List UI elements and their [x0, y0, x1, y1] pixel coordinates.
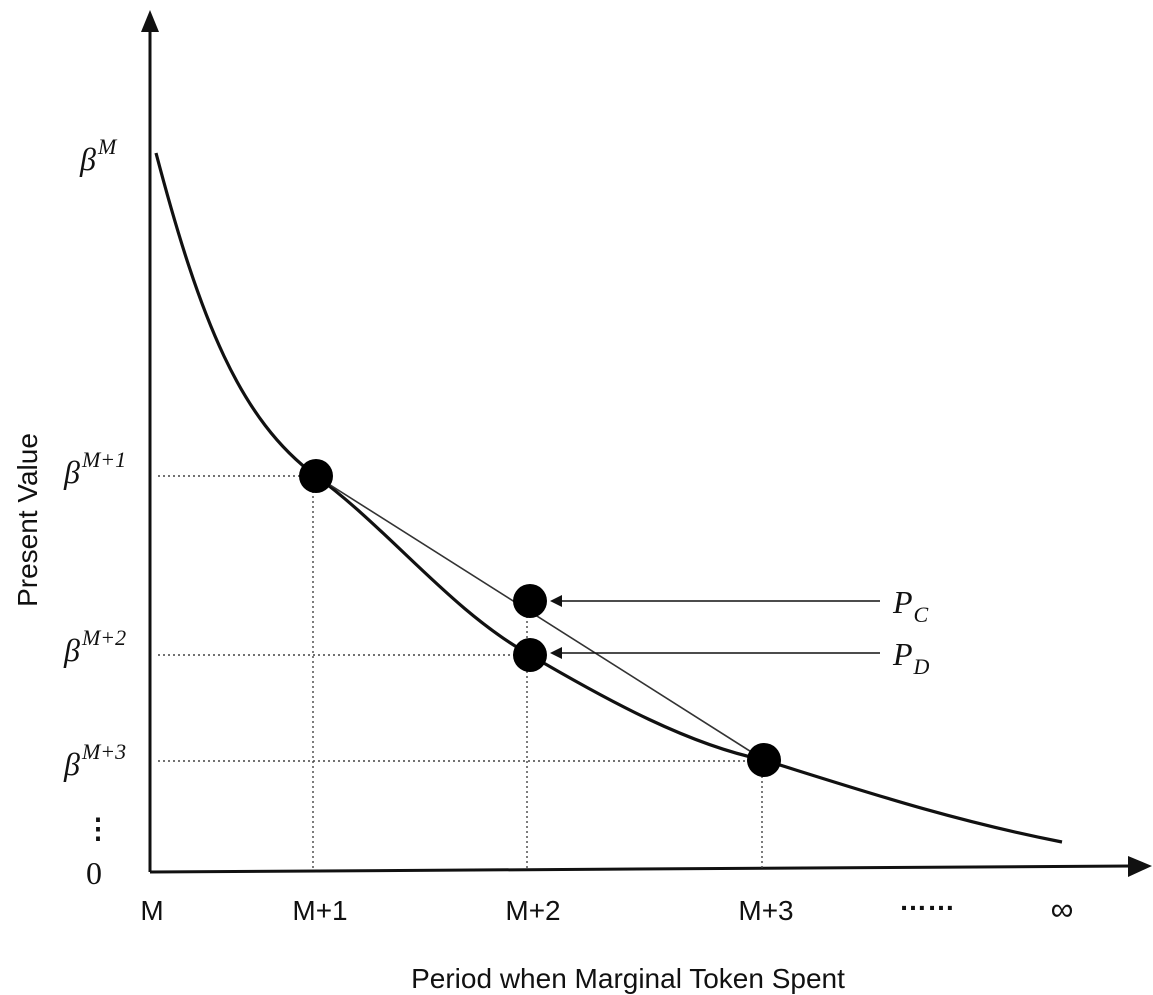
label-pd: PD — [892, 636, 930, 679]
x-tick-m1: M+1 — [292, 895, 347, 926]
x-tick-dots: …… — [899, 885, 955, 916]
y-tick-vdots: ⋮ — [84, 813, 112, 844]
y-axis-arrow — [141, 10, 159, 32]
x-tick-m2: M+2 — [505, 895, 560, 926]
y-tick-beta-m3: βM+3 — [63, 739, 126, 782]
x-axis-arrow — [1128, 856, 1152, 877]
y-tick-zero: 0 — [86, 855, 102, 891]
chord-line — [315, 475, 765, 761]
present-value-curve — [154, 152, 1063, 844]
label-pc: PC — [892, 584, 929, 627]
point-pd — [513, 638, 547, 672]
x-tick-m: M — [140, 895, 163, 926]
point-pc — [513, 584, 547, 618]
point-m3 — [747, 743, 781, 777]
guide-lines — [158, 475, 764, 870]
y-tick-beta-m2: βM+2 — [63, 625, 126, 668]
y-tick-beta-m: βM — [79, 134, 118, 177]
x-axis — [149, 864, 1133, 874]
y-tick-beta-m1: βM+1 — [63, 447, 126, 490]
x-tick-infinity: ∞ — [1051, 891, 1074, 927]
x-axis-title: Period when Marginal Token Spent — [411, 963, 845, 994]
point-m1 — [299, 459, 333, 493]
x-tick-m3: M+3 — [738, 895, 793, 926]
y-axis-title: Present Value — [12, 433, 43, 607]
